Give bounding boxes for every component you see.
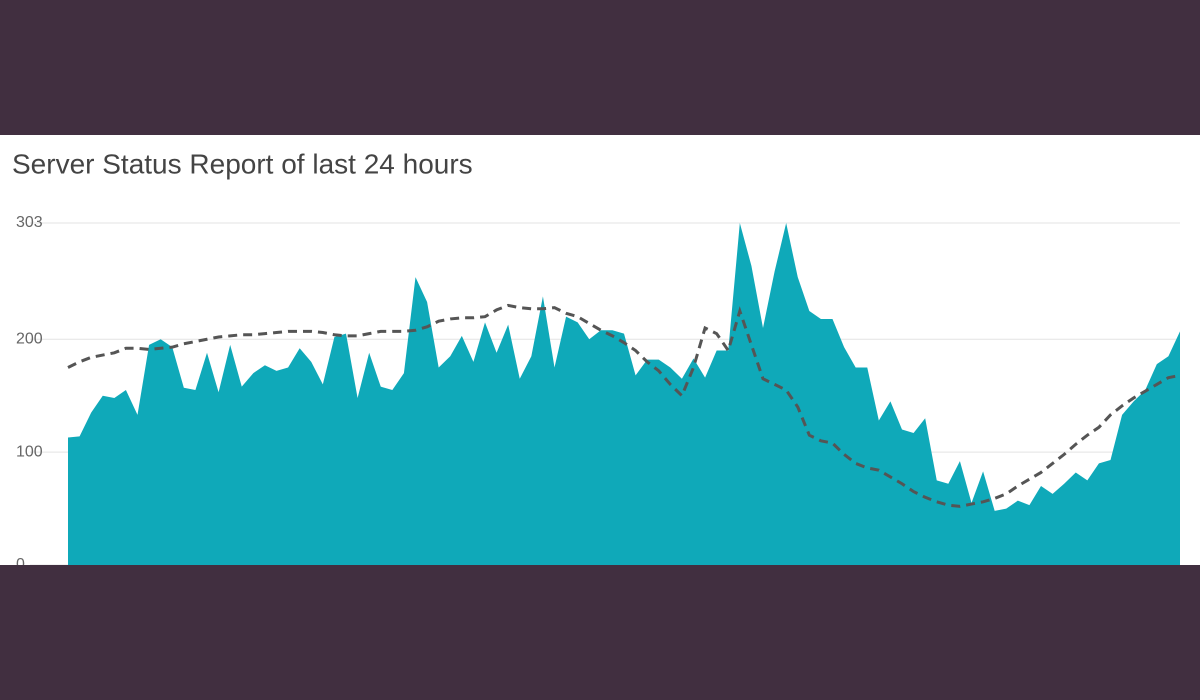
area [68,223,1180,565]
y-tick-label: 200 [16,330,43,347]
chart: Server Status Report of last 24 hours 0 1… [12,148,1181,565]
y-tick-label: 100 [16,443,43,460]
y-tick-label: 303 [16,214,43,231]
chart-title: Server Status Report of last 24 hours [12,148,473,179]
trend-line [67,303,1181,508]
chart-panel: Server Status Report of last 24 hours 0 1… [0,135,1200,565]
y-tick-label: 0 [16,556,25,565]
